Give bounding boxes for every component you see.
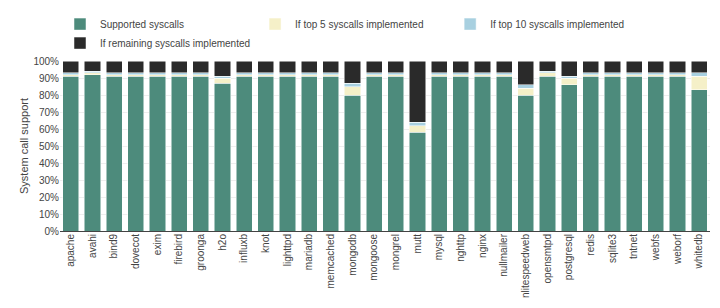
- svg-text:mongoose: mongoose: [368, 234, 379, 281]
- svg-text:influxb: influxb: [238, 234, 249, 263]
- svg-text:whitedb: whitedb: [693, 234, 704, 270]
- svg-text:10%: 10%: [39, 209, 59, 220]
- svg-text:dovecot: dovecot: [130, 234, 141, 269]
- svg-text:70%: 70%: [39, 107, 59, 118]
- svg-text:nghttp: nghttp: [455, 234, 466, 262]
- svg-text:tntnet: tntnet: [628, 234, 639, 259]
- svg-text:nlitespeedweb: nlitespeedweb: [520, 234, 531, 298]
- svg-text:memcached: memcached: [325, 234, 336, 288]
- svg-text:opensmtpd: opensmtpd: [542, 234, 553, 283]
- svg-text:30%: 30%: [39, 175, 59, 186]
- svg-text:apache: apache: [65, 234, 76, 267]
- svg-text:60%: 60%: [39, 124, 59, 135]
- svg-text:If top 5 syscalls implemented: If top 5 syscalls implemented: [295, 19, 423, 30]
- svg-text:mongrel: mongrel: [390, 234, 401, 270]
- svg-text:avahi: avahi: [87, 234, 98, 258]
- svg-text:System call support: System call support: [18, 98, 30, 194]
- svg-text:postgresql: postgresql: [563, 234, 574, 280]
- svg-text:mariadb: mariadb: [303, 234, 314, 271]
- svg-text:mongodb: mongodb: [347, 234, 358, 276]
- svg-text:20%: 20%: [39, 192, 59, 203]
- svg-text:bind9: bind9: [108, 234, 119, 259]
- svg-text:mysql: mysql: [433, 234, 444, 260]
- svg-text:If remaining syscalls implemen: If remaining syscalls implemented: [100, 38, 250, 49]
- svg-text:lighttpd: lighttpd: [282, 234, 293, 266]
- svg-text:exim: exim: [152, 234, 163, 255]
- svg-text:weborf: weborf: [672, 234, 683, 265]
- svg-text:groonga: groonga: [195, 234, 206, 271]
- svg-text:If top 10 syscalls implemented: If top 10 syscalls implemented: [490, 19, 624, 30]
- svg-text:80%: 80%: [39, 90, 59, 101]
- svg-text:50%: 50%: [39, 141, 59, 152]
- svg-text:nginx: nginx: [477, 234, 488, 258]
- svg-text:100%: 100%: [33, 56, 59, 67]
- svg-text:h2o: h2o: [217, 234, 228, 251]
- svg-text:40%: 40%: [39, 158, 59, 169]
- svg-text:Supported syscalls: Supported syscalls: [100, 19, 184, 30]
- svg-text:knot: knot: [260, 234, 271, 253]
- svg-text:nullmailer: nullmailer: [498, 233, 509, 276]
- svg-text:webfs: webfs: [650, 234, 661, 261]
- svg-text:firebird: firebird: [173, 234, 184, 265]
- svg-text:mutt: mutt: [412, 234, 423, 254]
- svg-text:0%: 0%: [45, 226, 60, 237]
- svg-text:redis: redis: [585, 234, 596, 256]
- svg-text:sqlite3: sqlite3: [607, 234, 618, 263]
- svg-text:90%: 90%: [39, 73, 59, 84]
